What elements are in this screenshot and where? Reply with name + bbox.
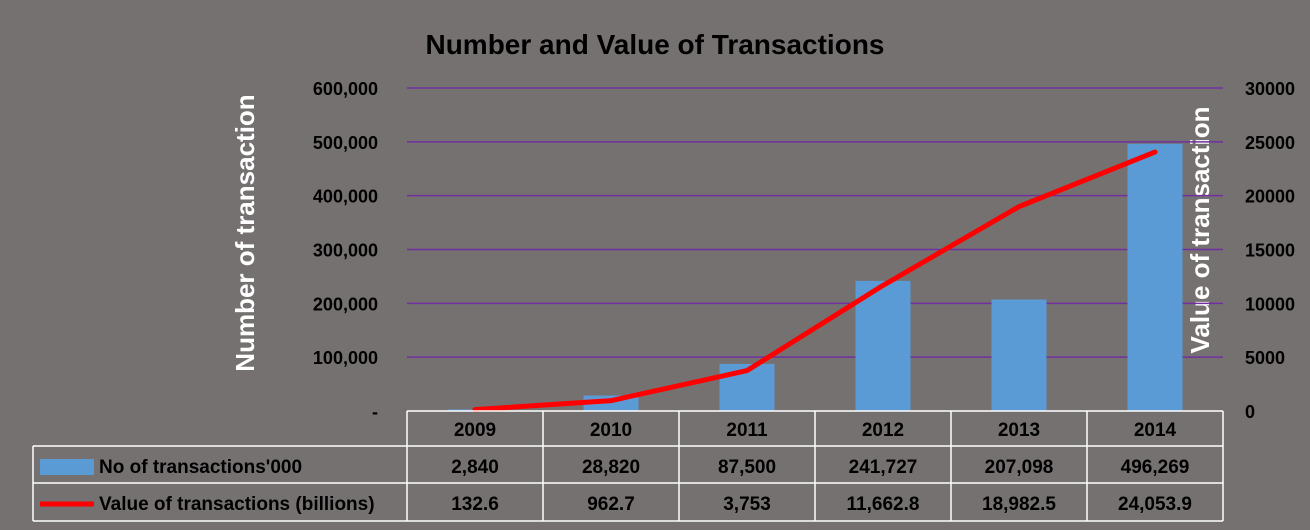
data-label: 496,269 [1121,457,1190,478]
chart-title: Number and Value of Transactions [425,29,884,60]
y2-tick-label: 10000 [1245,294,1295,314]
y2-axis-title: Value of transaction [1185,106,1215,353]
y-tick-label: 600,000 [313,79,378,99]
y2-tick-label: 20000 [1245,187,1295,207]
data-label: 2,840 [451,457,499,478]
data-table: 2009 2010 2011 2012 2013 2014 No of transactio… [32,410,1224,522]
category-label: 2010 [590,420,632,441]
y-tick-label: 400,000 [313,187,378,207]
category-label: 2012 [862,420,904,441]
legend-label: Value of transactions (billions) [99,494,375,515]
data-label: 132.6 [451,494,499,515]
y2-tick-label: 30000 [1245,79,1295,99]
bar [855,280,911,411]
y-tick-label: 100,000 [313,348,378,368]
y2-tick-label: 15000 [1245,241,1295,261]
legend-swatch-bar [40,459,94,475]
data-label: 87,500 [718,457,776,478]
plot-area: - 0 100,000 5000 200,000 10000 300,000 15000 400… [313,79,1295,422]
category-label: 2009 [454,420,496,441]
series-line [472,149,1158,413]
y-tick-label: 300,000 [313,241,378,261]
y2-tick-label: 5000 [1245,348,1285,368]
bar [991,299,1047,411]
data-label: 962.7 [587,494,635,515]
y-tick-label: - [372,402,378,422]
y-axis-title: Number of transaction [230,94,260,371]
legend-label: No of transactions'000 [99,457,302,478]
data-label: 28,820 [582,457,640,478]
data-label: 11,662.8 [847,494,920,515]
bar [1127,143,1183,411]
y2-tick-label: 0 [1245,402,1255,422]
y-tick-label: 200,000 [313,294,378,314]
data-label: 3,753 [723,494,771,515]
category-label: 2014 [1134,420,1177,441]
category-label: 2011 [726,420,768,441]
category-label: 2013 [998,420,1040,441]
data-label: 24,053.9 [1118,494,1192,515]
y2-tick-label: 25000 [1245,133,1295,153]
y-tick-label: 500,000 [313,133,378,153]
data-label: 18,982.5 [982,494,1056,515]
data-label: 207,098 [985,457,1054,478]
data-label: 241,727 [849,457,918,478]
